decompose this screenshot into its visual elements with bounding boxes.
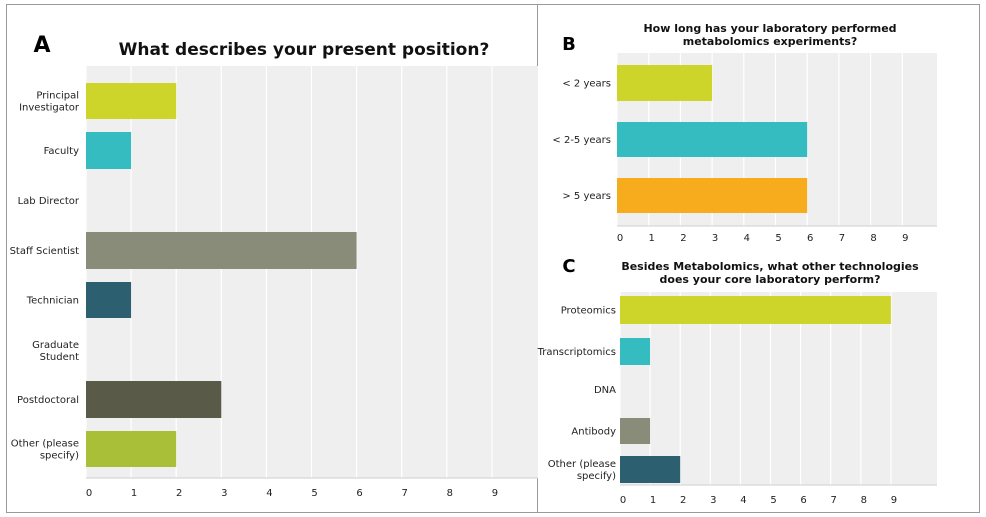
category-label-transcriptomics: Transcriptomics (537, 347, 616, 358)
x-tick-label: 2 (680, 233, 686, 244)
bar-2-years (617, 65, 713, 101)
bar-principal-investigator (86, 83, 177, 119)
category-label-lab-director: Lab Director (18, 196, 80, 207)
x-tick-label: 8 (870, 233, 876, 244)
x-tick-label: 8 (861, 495, 867, 506)
chart-title: What describes your present position? (119, 40, 490, 60)
chart-title: How long has your laboratory performed me… (643, 22, 896, 48)
x-tick-label: 9 (891, 495, 897, 506)
x-tick-label: 4 (740, 495, 746, 506)
category-label-5-years: > 5 years (562, 191, 611, 202)
category-label-technician: Technician (26, 296, 79, 307)
panel-letter-c: C (562, 256, 575, 277)
x-tick-label: 5 (775, 233, 781, 244)
x-tick-label: 0 (86, 488, 92, 499)
x-tick-label: 8 (447, 488, 453, 499)
bar-proteomics (620, 296, 891, 324)
x-tick-label: 3 (221, 488, 227, 499)
panel-a: A What describes your present position? Pr… (10, 33, 538, 499)
x-tick-label: 6 (356, 488, 362, 499)
x-tick-label: 4 (266, 488, 272, 499)
bar-postdoctoral (86, 381, 222, 418)
x-tick-label: 4 (744, 233, 750, 244)
bar-2-5-years (617, 122, 808, 157)
x-tick-label: 5 (311, 488, 317, 499)
x-tick-label: 5 (770, 495, 776, 506)
category-label-postdoctoral: Postdoctoral (17, 395, 79, 406)
x-tick-label: 3 (710, 495, 716, 506)
category-label-other-please-specify: Other (please specify) (548, 459, 616, 482)
category-label-proteomics: Proteomics (561, 306, 616, 317)
x-tick-label: 1 (131, 488, 137, 499)
category-label-principal-investigator: Principal Investigator (19, 91, 80, 114)
x-tick-label: 0 (617, 233, 623, 244)
x-tick-label: 9 (492, 488, 498, 499)
category-label-faculty: Faculty (44, 146, 79, 157)
category-label-2-years: < 2 years (562, 79, 611, 90)
bar-staff-scientist (86, 232, 357, 269)
x-tick-label: 7 (831, 495, 837, 506)
category-label-other-please-specify: Other (please specify) (11, 439, 79, 462)
category-label-2-5-years: < 2-5 years (552, 135, 611, 146)
bar-other-please-specify (86, 431, 177, 467)
x-tick-label: 0 (620, 495, 626, 506)
x-tick-label: 7 (402, 488, 408, 499)
category-label-staff-scientist: Staff Scientist (10, 246, 79, 257)
x-tick-label: 2 (680, 495, 686, 506)
x-tick-label: 6 (800, 495, 806, 506)
chart-title: Besides Metabolomics, what other technol… (621, 260, 919, 286)
bar-other-please-specify (620, 456, 681, 483)
x-tick-label: 9 (902, 233, 908, 244)
category-label-dna: DNA (594, 385, 616, 396)
panel-b: B How long has your laboratory performed m… (552, 22, 937, 244)
plot-area (620, 292, 937, 485)
category-label-graduate-student: Graduate Student (32, 340, 79, 363)
category-label-antibody: Antibody (571, 427, 616, 438)
bar-technician (86, 282, 132, 318)
x-tick-label: 1 (649, 233, 655, 244)
bar-faculty (86, 132, 132, 169)
x-tick-label: 1 (650, 495, 656, 506)
x-tick-label: 6 (807, 233, 813, 244)
x-tick-label: 7 (839, 233, 845, 244)
panel-c: C Besides Metabolomics, what other techno… (537, 256, 937, 506)
x-tick-label: 3 (712, 233, 718, 244)
panel-letter-b: B (562, 34, 576, 55)
bar-5-years (617, 178, 808, 213)
bar-antibody (620, 418, 651, 444)
bar-transcriptomics (620, 338, 651, 365)
figure-frame (6, 4, 980, 513)
panel-letter-a: A (33, 33, 50, 58)
x-tick-label: 2 (176, 488, 182, 499)
